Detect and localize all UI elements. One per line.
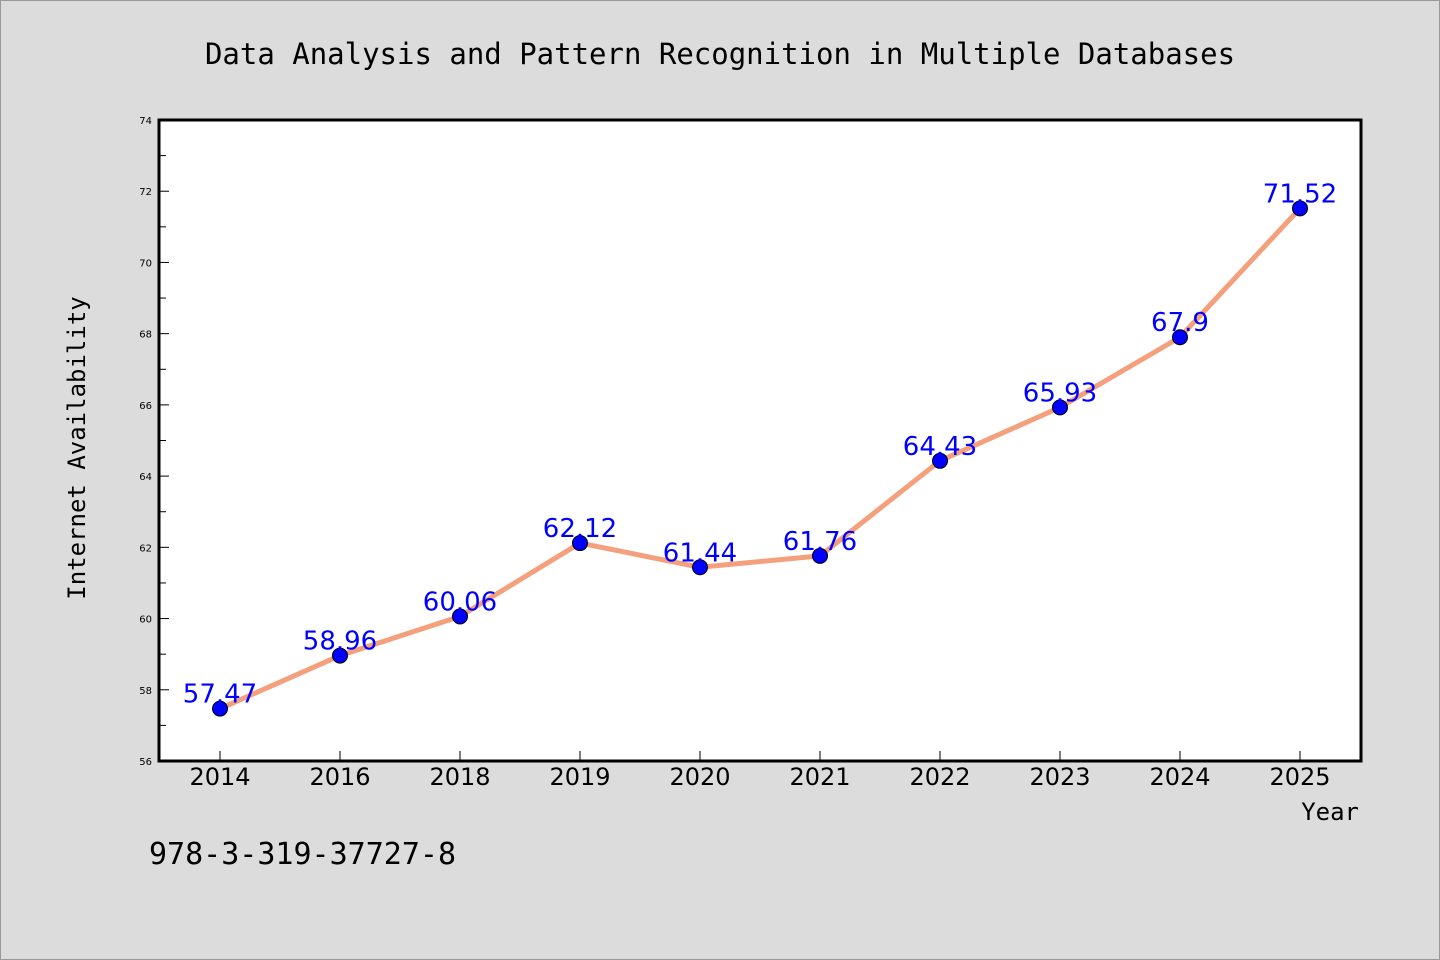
y-axis-ticks: 56 58 60 62 64 66 68 70 72 74 xyxy=(139,116,169,768)
data-point-marker xyxy=(212,700,228,717)
y-tick-label: 68 xyxy=(139,330,152,341)
data-value-label: 67.9 xyxy=(1151,308,1209,338)
x-tick-label: 2021 xyxy=(789,763,850,791)
isbn-annotation: 978-3-319-37727-8 xyxy=(149,837,456,872)
y-tick-label: 70 xyxy=(139,258,152,269)
data-point-marker xyxy=(332,647,348,664)
x-axis-ticks: 2014 2016 2018 2019 2020 2021 2022 2023 2024 2025 xyxy=(189,751,1331,791)
x-tick-label: 2020 xyxy=(669,763,730,791)
data-point-marker xyxy=(452,608,468,625)
y-tick-label: 66 xyxy=(139,401,152,412)
x-tick-label: 2025 xyxy=(1269,763,1330,791)
data-point-marker xyxy=(572,535,588,552)
y-tick-label: 58 xyxy=(139,686,152,697)
data-value-label: 65.93 xyxy=(1023,378,1097,408)
data-point-marker xyxy=(1292,200,1308,217)
data-value-label: 61.44 xyxy=(663,538,737,568)
data-point-marker xyxy=(692,559,708,576)
data-point-marker xyxy=(812,547,828,564)
data-value-label: 60.06 xyxy=(423,587,497,617)
data-value-label: 58.96 xyxy=(303,627,377,657)
x-tick-label: 2014 xyxy=(189,763,250,791)
x-axis-label: Year xyxy=(1301,798,1359,826)
data-point-marker xyxy=(1052,399,1068,416)
data-value-label: 71.52 xyxy=(1263,179,1337,209)
y-tick-label: 60 xyxy=(139,615,152,626)
y-tick-label: 64 xyxy=(139,472,152,483)
data-markers xyxy=(212,200,1308,717)
y-axis-label: Internet Availability xyxy=(63,296,91,599)
data-value-label: 64.43 xyxy=(903,432,977,462)
data-value-label: 62.12 xyxy=(543,514,617,544)
data-point-marker xyxy=(932,452,948,469)
data-point-marker xyxy=(1172,329,1188,346)
y-tick-label: 62 xyxy=(139,543,152,554)
x-tick-label: 2018 xyxy=(429,763,490,791)
y-tick-label: 72 xyxy=(139,187,152,198)
x-tick-label: 2019 xyxy=(549,763,610,791)
series-line xyxy=(217,205,1303,712)
y-tick-label: 56 xyxy=(139,757,152,768)
y-tick-label: 74 xyxy=(139,116,152,127)
x-tick-label: 2022 xyxy=(909,763,970,791)
data-value-label: 61.76 xyxy=(783,527,857,557)
plot-area xyxy=(157,118,1363,763)
x-tick-label: 2024 xyxy=(1149,763,1210,791)
x-tick-label: 2023 xyxy=(1029,763,1090,791)
data-value-label: 57.47 xyxy=(183,680,257,710)
data-labels: 57.47 58.96 60.06 62.12 61.44 61.76 64.43 65.93… xyxy=(183,179,1337,709)
x-tick-label: 2016 xyxy=(309,763,370,791)
chart-title: Data Analysis and Pattern Recognition in… xyxy=(205,37,1235,71)
